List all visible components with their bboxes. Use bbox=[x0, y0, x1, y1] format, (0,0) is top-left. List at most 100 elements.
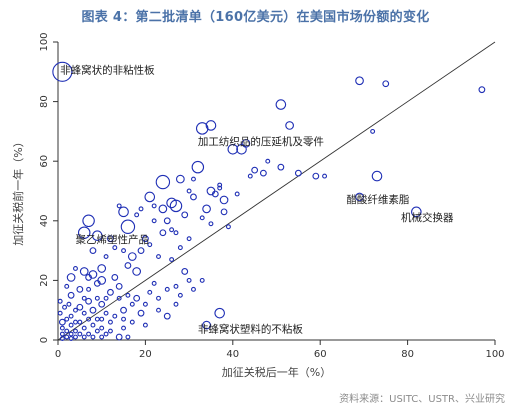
x-tick-label: 0 bbox=[55, 349, 61, 360]
data-point bbox=[177, 292, 183, 298]
axes: 0 20 40 60 80 100 0 20 40 60 80 100 bbox=[39, 32, 505, 360]
data-point bbox=[199, 277, 205, 283]
data-point bbox=[199, 215, 205, 221]
y-tick-label: 0 bbox=[39, 337, 50, 343]
data-point bbox=[411, 206, 422, 218]
data-point bbox=[88, 270, 98, 279]
data-point bbox=[93, 279, 101, 287]
data-point bbox=[214, 307, 225, 319]
data-point bbox=[125, 292, 131, 298]
data-point bbox=[68, 313, 74, 319]
data-point bbox=[103, 254, 109, 260]
data-point bbox=[66, 273, 76, 282]
data-point bbox=[151, 280, 157, 286]
data-point bbox=[82, 214, 95, 228]
data-point bbox=[90, 334, 96, 340]
data-point bbox=[86, 331, 92, 337]
data-point bbox=[116, 295, 122, 301]
y-tick-label: 80 bbox=[39, 95, 50, 108]
y-tick-label: 20 bbox=[39, 274, 50, 287]
reference-line-group bbox=[57, 41, 496, 341]
data-point bbox=[186, 236, 192, 242]
data-point bbox=[73, 307, 78, 313]
x-axis-label: 加征关税后一年（%） bbox=[222, 365, 331, 379]
data-point bbox=[66, 301, 72, 307]
data-point bbox=[151, 218, 157, 224]
data-point bbox=[147, 289, 153, 295]
annotation-label: 非蜂窝状的非粘性板 bbox=[60, 63, 155, 76]
data-point bbox=[173, 301, 179, 307]
data-point bbox=[181, 211, 189, 219]
data-point bbox=[371, 170, 383, 182]
data-point bbox=[294, 169, 302, 177]
data-point bbox=[227, 143, 239, 155]
data-point bbox=[64, 283, 70, 289]
data-point bbox=[191, 286, 196, 292]
data-point bbox=[112, 313, 118, 319]
data-point bbox=[277, 163, 285, 171]
data-point bbox=[73, 334, 78, 340]
data-point bbox=[219, 195, 229, 205]
data-point bbox=[86, 316, 92, 322]
data-point bbox=[103, 295, 109, 301]
data-point bbox=[77, 319, 83, 325]
data-point bbox=[120, 219, 136, 234]
data-point bbox=[169, 257, 175, 262]
annotations: 非蜂窝状的非粘性板加工纺织品的压延机及零件醋酸纤维素脂机械交换器聚乙烯塑性产品非… bbox=[60, 63, 454, 335]
data-point bbox=[89, 306, 97, 314]
data-point bbox=[59, 336, 65, 341]
data-point bbox=[322, 173, 328, 179]
data-point bbox=[86, 286, 92, 292]
data-point bbox=[81, 334, 87, 340]
data-point bbox=[99, 325, 105, 331]
data-point bbox=[138, 206, 144, 212]
data-point bbox=[85, 274, 92, 281]
data-point bbox=[81, 295, 87, 301]
data-point bbox=[236, 143, 247, 155]
data-point bbox=[202, 204, 211, 214]
data-point bbox=[220, 208, 228, 216]
data-point bbox=[77, 331, 83, 337]
reference-line bbox=[57, 41, 496, 341]
data-point bbox=[265, 158, 271, 164]
data-point bbox=[121, 325, 127, 331]
data-point bbox=[116, 203, 122, 209]
data-point bbox=[68, 331, 74, 337]
data-point bbox=[190, 193, 197, 201]
data-point bbox=[206, 186, 216, 196]
data-point bbox=[211, 190, 219, 198]
data-point bbox=[133, 294, 141, 302]
data-point bbox=[64, 328, 70, 334]
data-point bbox=[115, 282, 123, 290]
data-point bbox=[73, 319, 78, 325]
data-point bbox=[259, 169, 267, 177]
data-point bbox=[205, 120, 217, 131]
data-point bbox=[186, 188, 192, 194]
data-point bbox=[97, 276, 107, 285]
data-point bbox=[121, 316, 127, 322]
data-point bbox=[159, 229, 167, 237]
data-point bbox=[121, 248, 127, 254]
annotation-label: 聚乙烯塑性产品 bbox=[75, 233, 149, 246]
data-point bbox=[73, 266, 78, 271]
data-point bbox=[217, 185, 223, 191]
data-point bbox=[151, 203, 157, 209]
data-point bbox=[120, 306, 127, 314]
data-point bbox=[234, 191, 240, 197]
data-point bbox=[81, 325, 87, 331]
data-point bbox=[118, 206, 129, 218]
data-point bbox=[134, 212, 140, 218]
data-point bbox=[57, 298, 63, 304]
data-point bbox=[107, 328, 113, 334]
data-point bbox=[124, 262, 132, 269]
data-point bbox=[355, 76, 364, 86]
data-point bbox=[217, 182, 223, 188]
data-point bbox=[147, 242, 153, 248]
annotation-label: 非蜂窝状塑料的不粘板 bbox=[198, 323, 303, 336]
data-point bbox=[164, 286, 170, 292]
data-point bbox=[247, 173, 253, 179]
annotation-label: 机械交换器 bbox=[401, 211, 454, 224]
data-point bbox=[156, 307, 161, 313]
data-point bbox=[285, 121, 294, 130]
data-point bbox=[132, 267, 142, 276]
